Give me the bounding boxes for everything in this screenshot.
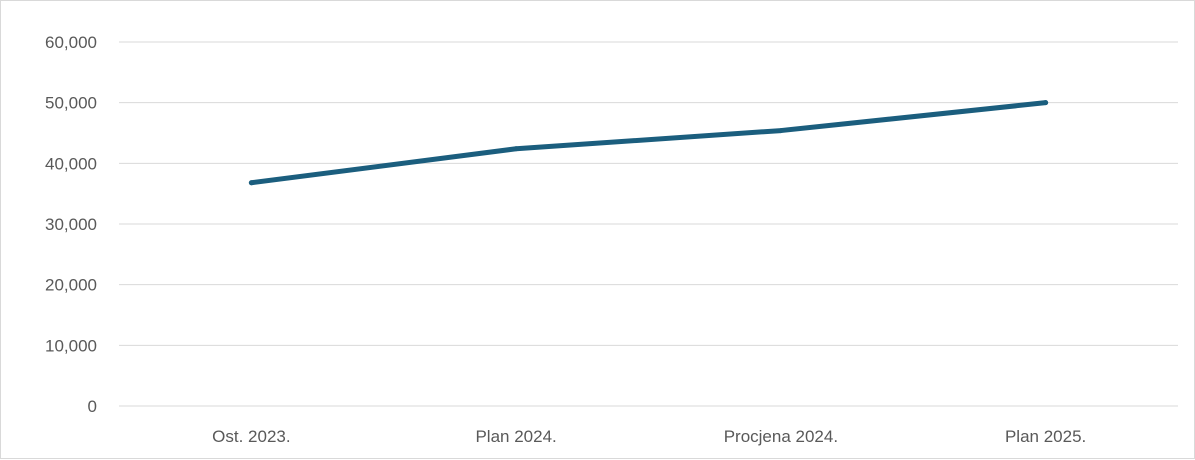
data-point [778, 128, 784, 134]
y-tick-label: 10,000 [45, 336, 97, 355]
y-tick-label: 20,000 [45, 276, 97, 295]
series-layer [248, 100, 1049, 186]
y-tick-label: 0 [88, 397, 97, 416]
y-tick-label: 30,000 [45, 215, 97, 234]
x-tick-label: Plan 2024. [475, 427, 556, 446]
series-line [248, 100, 1049, 186]
y-tick-label: 60,000 [45, 33, 97, 52]
gridlines [119, 41, 1178, 407]
data-point [1043, 100, 1049, 106]
y-tick-label: 50,000 [45, 94, 97, 113]
data-point [513, 146, 519, 152]
y-axis-tick-labels: 0 10,000 20,000 30,000 40,000 50,000 60,000 [45, 33, 97, 416]
x-tick-label: Ost. 2023. [212, 427, 290, 446]
y-tick-label: 40,000 [45, 154, 97, 173]
x-axis-tick-labels: Ost. 2023. Plan 2024. Procjena 2024. Plan 2… [212, 427, 1086, 446]
x-tick-label: Procjena 2024. [724, 427, 838, 446]
x-tick-label: Plan 2025. [1005, 427, 1086, 446]
data-point [248, 180, 254, 186]
